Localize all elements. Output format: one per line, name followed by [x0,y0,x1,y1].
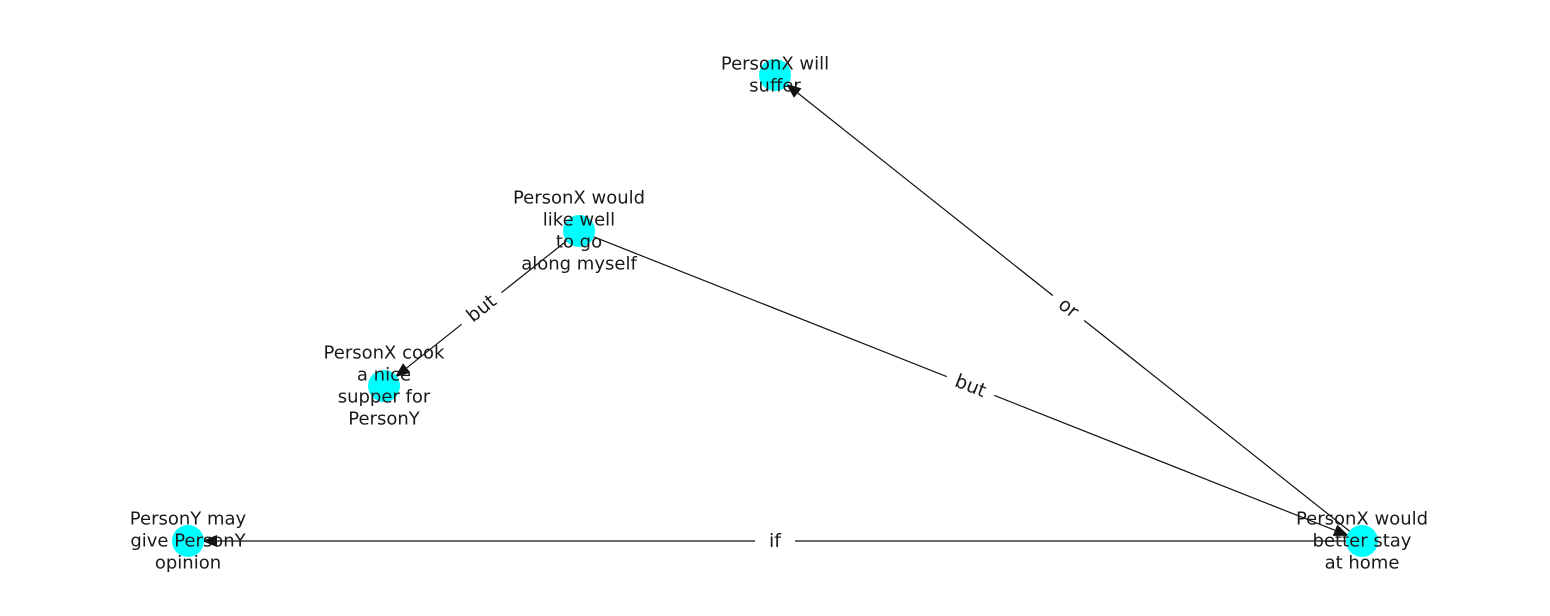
nodes-layer [172,59,1378,557]
edge-label-background [453,282,510,335]
node-go_along [563,215,595,247]
edge-stay_home-to-opinion: if [202,528,1362,554]
edge-label-background [942,364,999,408]
arrowhead [785,83,802,98]
node-label-stay_home: PersonX would better stay at home [1296,509,1428,574]
edge-label-group: but [942,364,999,408]
node-label-line: PersonY [348,409,420,430]
node-label-line: PersonX would [513,188,645,209]
edge-label-group: but [453,282,510,335]
edge-stay_home-to-suffer: or [785,83,1363,542]
node-label-line: better stay [1313,531,1412,552]
edges-layer: but but or if [202,83,1363,554]
node-label-line: supper for [338,387,431,408]
edge-label-group: or [1044,285,1093,331]
node-label-line: PersonX cook [324,343,445,364]
node-stay_home [1346,525,1378,557]
arrowhead [202,535,217,547]
node-label-opinion: PersonY may give PersonY opinion [130,509,247,574]
node-label-line: like well [543,210,615,231]
edge-label: if [769,530,782,552]
node-cook [368,370,400,402]
node-label-line: a nice [357,365,411,386]
edge-label-background [755,528,795,554]
node-label-line: PersonX would [1296,509,1428,530]
arrowhead [394,363,411,378]
arrowhead [1332,524,1349,536]
edge-label-group: if [755,528,795,554]
edge-go_along-to-stay_home: but [578,230,1349,536]
node-label-line: PersonY may [130,509,247,530]
edge-label-background [1044,285,1093,331]
node-label-suffer: PersonX will suffer [721,54,829,97]
node-label-line: to go [556,232,602,253]
node-label-line: opinion [155,553,221,574]
node-label-line: along myself [521,254,637,275]
node-label-line: give PersonY [130,531,246,552]
node-label-line: PersonX will [721,54,829,75]
node-label-line: at home [1325,553,1400,574]
node-label-go_along: PersonX would like well to go along myself [513,188,645,275]
node-label-line: suffer [749,76,801,97]
node-label-cook: PersonX cook a nice supper for PersonY [324,343,445,430]
node-suffer [759,59,791,91]
node-opinion [172,525,204,557]
